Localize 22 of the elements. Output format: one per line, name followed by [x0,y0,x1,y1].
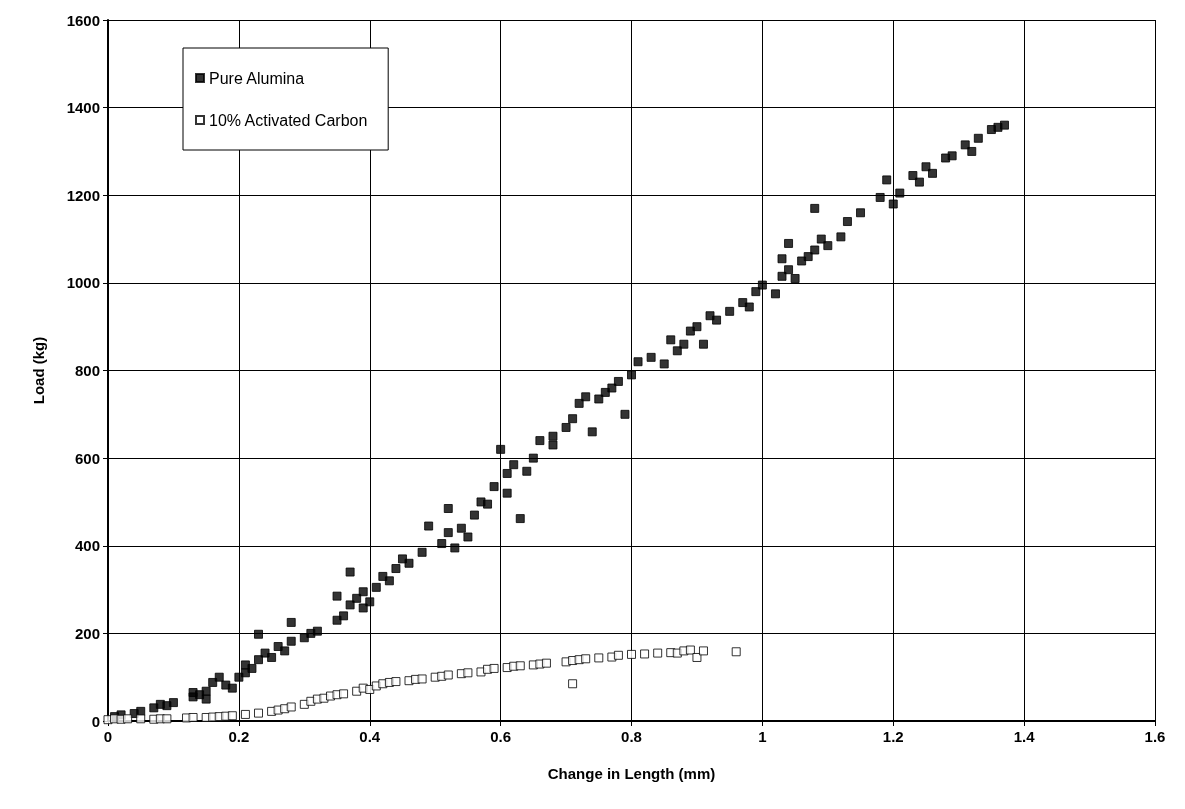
x-tick-label: 1.6 [1144,728,1166,745]
x-axis-title: Change in Length (mm) [547,765,716,782]
x-tick-label: 1.4 [1013,728,1036,745]
y-tick-label: 1200 [66,186,100,204]
x-tick-label: 0.8 [621,728,642,745]
y-tick-label: 600 [74,449,100,467]
x-tick-label: 0.4 [359,728,381,745]
legend-label: 10% Activated Carbon [209,111,368,129]
x-tick-label: 1.2 [882,728,904,745]
x-tick-label: 0.2 [228,728,250,745]
y-tick-label: 400 [74,537,100,555]
y-tick-label: 1000 [66,274,100,292]
y-tick-label: 1600 [66,11,100,29]
y-tick-label: 800 [74,362,100,379]
x-tick-label: 0.6 [490,728,512,745]
y-tick-label: 0 [91,712,100,730]
y-tick-label: 1400 [66,99,100,117]
x-tick-label: 1 [758,728,767,745]
x-tick-label: 0 [103,728,113,745]
y-axis-title: Load (kg) [30,336,47,405]
y-tick-label: 200 [74,624,100,642]
legend-label: Pure Alumina [209,69,305,87]
